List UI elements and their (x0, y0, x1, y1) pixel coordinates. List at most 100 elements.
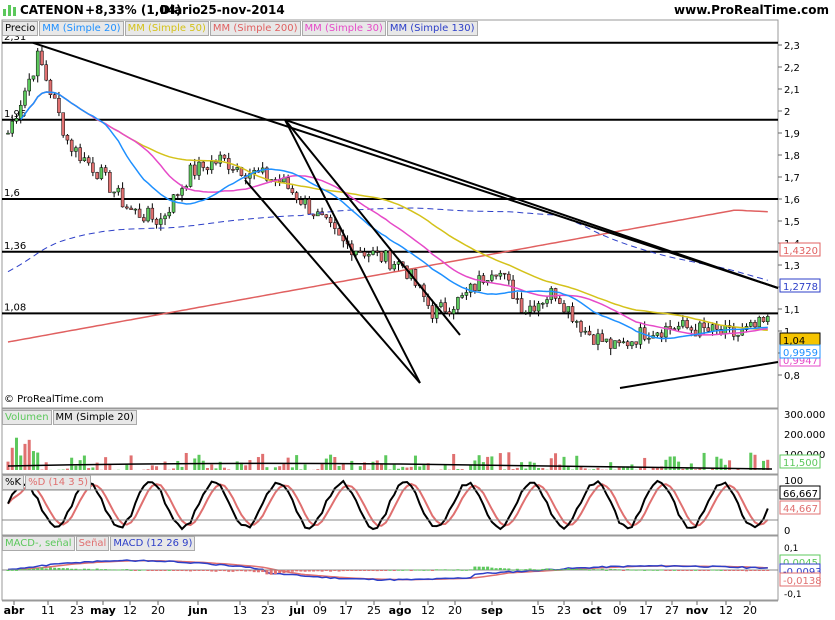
candle-up (393, 264, 396, 269)
volume-bar (295, 455, 298, 470)
macd-histogram-bar (431, 570, 434, 571)
volume-bar (596, 468, 599, 470)
candle-up (210, 161, 213, 169)
volume-bar (185, 453, 188, 470)
macd-histogram-bar (444, 569, 447, 570)
candle-up (550, 288, 553, 299)
legend-item[interactable]: Precio (2, 21, 38, 36)
macd-histogram-bar (512, 570, 515, 571)
candle-up (198, 162, 201, 175)
volume-bar (265, 467, 268, 470)
volume-bar (563, 457, 566, 470)
macd-histogram-bar (762, 570, 765, 571)
macd-histogram-bar (439, 569, 442, 570)
candle-down (308, 199, 311, 214)
date-label: 23 (557, 604, 571, 617)
volume-bar (541, 468, 544, 470)
legend-item[interactable]: %K (2, 475, 24, 490)
macd-histogram-bar (295, 570, 298, 571)
legend-item[interactable]: MACD-, señal (2, 536, 75, 551)
macd-histogram-bar (660, 569, 663, 570)
legend-item[interactable]: MM (Simple 30) (302, 21, 386, 36)
candle-down (70, 140, 73, 151)
volume-bar (384, 455, 387, 470)
candle-up (36, 51, 39, 76)
candle-down (125, 207, 128, 208)
macd-histogram-bar (57, 568, 60, 570)
legend-item[interactable]: MM (Simple 200) (210, 21, 301, 36)
volume-tick-label: 200.000 (784, 430, 825, 441)
macd-histogram-bar (164, 570, 167, 571)
legend-item[interactable]: Señal (76, 536, 110, 551)
macd-histogram-bar (278, 570, 281, 573)
date-label: 17 (339, 604, 353, 617)
price-tick-label: 1,7 (784, 173, 800, 184)
price-tick-label: 1,5 (784, 217, 800, 228)
legend-item[interactable]: MM (Simple 20) (53, 410, 137, 425)
volume-bar (681, 469, 684, 470)
volume-bar (575, 456, 578, 470)
candle-down (62, 113, 65, 136)
macd-histogram-bar (350, 570, 353, 571)
macd-histogram-bar (473, 567, 476, 570)
volume-bar (690, 463, 693, 470)
volume-bar (512, 469, 515, 470)
volume-bar (350, 461, 353, 470)
candle-down (333, 223, 336, 229)
macd-histogram-bar (168, 570, 171, 571)
candle-down (601, 334, 604, 342)
candle-down (707, 328, 710, 331)
macd-histogram-bar (7, 570, 10, 571)
candle-up (74, 148, 77, 152)
macd-histogram-bar (703, 570, 706, 571)
macd-histogram-bar (635, 570, 638, 571)
candle-up (100, 168, 103, 179)
macd-histogram-bar (711, 570, 714, 571)
macd-histogram-bar (524, 569, 527, 570)
candle-down (325, 215, 328, 218)
date-label: ago (389, 604, 412, 617)
macd-histogram-bar (478, 567, 481, 570)
macd-histogram-bar (66, 568, 69, 570)
date-label: sep (481, 604, 503, 617)
volume-bar (321, 464, 324, 470)
candle-down (108, 172, 111, 192)
macd-histogram-bar (333, 570, 336, 571)
candle-up (711, 325, 714, 332)
legend-item[interactable]: Volumen (2, 410, 52, 425)
legend-item[interactable]: %D (14 3 5) (25, 475, 91, 490)
macd-histogram-bar (176, 570, 179, 571)
volume-bar (36, 453, 39, 470)
volume-bar (316, 469, 319, 470)
candle-up (168, 212, 171, 216)
macd-histogram-bar (32, 569, 35, 570)
legend-item[interactable]: MACD (12 26 9) (110, 536, 195, 551)
candle-down (592, 335, 595, 345)
macd-histogram-bar (312, 570, 315, 572)
volume-bar (125, 465, 128, 470)
macd-histogram-bar (236, 570, 239, 571)
macd-histogram-bar (732, 570, 735, 571)
volume-bar (202, 461, 205, 470)
macd-histogram-bar (214, 570, 217, 572)
legend-item[interactable]: MM (Simple 50) (125, 21, 209, 36)
date-label: 25 (367, 604, 381, 617)
price-tick-label: 2,2 (784, 63, 800, 74)
macd-histogram-bar (70, 569, 73, 570)
macd-histogram-bar (389, 570, 392, 571)
candle-down (96, 172, 99, 178)
legend-item[interactable]: MM (Simple 130) (387, 21, 478, 36)
price-tick-label: 1,1 (784, 305, 800, 316)
volume-bar (376, 460, 379, 470)
candle-down (507, 274, 510, 280)
volume-bar (405, 468, 408, 470)
macd-histogram-bar (367, 570, 370, 571)
macd-histogram-bar (291, 570, 294, 572)
macd-histogram-bar (342, 570, 345, 571)
macd-histogram-bar (584, 569, 587, 570)
candle-down (45, 65, 48, 80)
macd-histogram-bar (563, 569, 566, 570)
legend-item[interactable]: MM (Simple 20) (39, 21, 123, 36)
date-label: jun (187, 604, 207, 617)
date-label: 20 (151, 604, 165, 617)
